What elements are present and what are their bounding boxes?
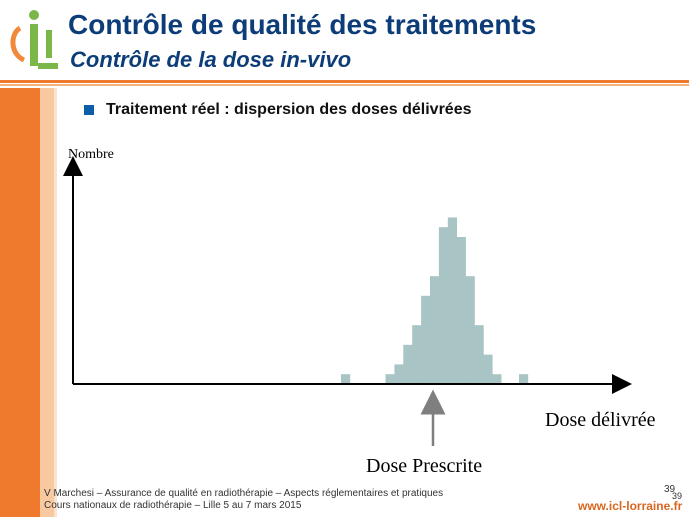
y-axis-label: Nombre (68, 147, 114, 162)
histogram-bar-0 (341, 374, 351, 384)
histogram-bar-12 (447, 217, 457, 384)
header-divider-light (0, 84, 689, 86)
icl-logo (10, 10, 58, 69)
footer-line-1: V Marchesi – Assurance de qualité en rad… (44, 488, 444, 499)
bullet-text: Traitement réel : dispersion des doses d… (106, 101, 472, 118)
histogram-bar-10 (430, 276, 440, 384)
left-decor-band-light (40, 88, 54, 517)
left-decor-band-edge (54, 88, 57, 517)
histogram-bar-17 (492, 374, 502, 384)
histogram-bar-16 (483, 354, 493, 384)
header-divider (0, 80, 689, 83)
page-number-small: 39 (672, 491, 683, 501)
histogram-bars (341, 217, 529, 384)
histogram-bar-6 (394, 364, 404, 384)
histogram-bar-7 (403, 344, 413, 384)
bullet-square-icon (84, 105, 94, 115)
left-decor-band (0, 88, 40, 517)
x-axis-label: Dose délivrée (545, 409, 656, 431)
histogram-bar-9 (421, 295, 431, 384)
histogram-bar-20 (519, 374, 529, 384)
slide-title: Contrôle de qualité des traitements (68, 9, 537, 40)
prescribed-dose-label: Dose Prescrite (366, 455, 482, 477)
histogram-bar-5 (385, 374, 395, 384)
website-link[interactable]: www.icl-lorraine.fr (578, 499, 683, 513)
histogram-bar-14 (465, 276, 475, 384)
histogram-bar-15 (474, 325, 484, 384)
bullet-point: Traitement réel : dispersion des doses d… (84, 101, 471, 119)
histogram-bar-11 (438, 227, 449, 384)
histogram-bar-13 (456, 237, 466, 384)
footer-line-2: Cours nationaux de radiothérapie – Lille… (44, 500, 302, 511)
slide-subtitle: Contrôle de la dose in-vivo (70, 47, 352, 72)
page-number: 39 (664, 484, 676, 495)
histogram-bar-8 (412, 325, 422, 384)
